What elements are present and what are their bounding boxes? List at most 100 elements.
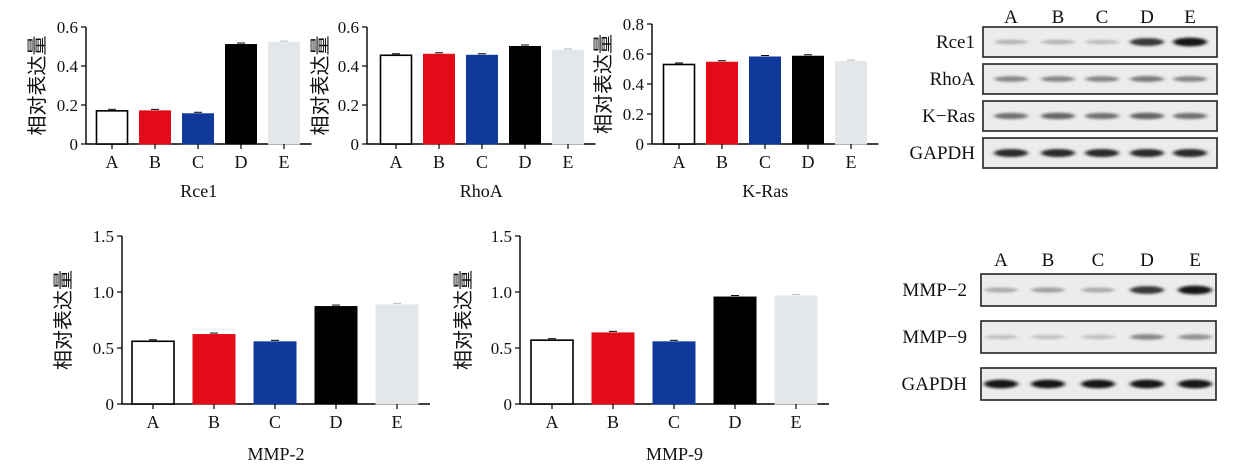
blot-band-E xyxy=(1178,379,1212,389)
blot-band-D xyxy=(1130,286,1164,294)
blot-band-B xyxy=(1031,379,1065,389)
blot-band-B xyxy=(1041,39,1075,45)
bar-E xyxy=(835,61,867,145)
blot-band-A xyxy=(994,76,1028,82)
blot-row-mmp-2: MMP−2 xyxy=(902,273,1217,307)
bar-C xyxy=(466,54,498,145)
bar-charts: 0 0.2 0.4 0.6 A B C D E Rce1 相对表达量 0 0.2 0.4 0.6 A B C D E R… xyxy=(25,15,879,464)
x-axis-label: MMP-9 xyxy=(646,444,703,464)
chart-rhoa: 0 0.2 0.4 0.6 A B C D E RhoA 相对表达量 xyxy=(308,18,596,201)
blot-band-E xyxy=(1178,334,1212,340)
y-tick-label: 0.6 xyxy=(623,45,644,64)
blot-row-rce1: Rce1 xyxy=(936,26,1218,58)
western-blots: A B C D E Rce1 RhoA K−Ras GAPDH A B C D E MMP−2 MMP−9 GA… xyxy=(902,7,1218,401)
x-tick-label: C xyxy=(192,152,204,172)
x-tick-label: A xyxy=(390,152,403,172)
blot-row-label: GAPDH xyxy=(910,143,976,164)
y-tick-label: 1.5 xyxy=(491,227,512,246)
y-tick-label: 0.2 xyxy=(623,105,644,124)
x-tick-label: E xyxy=(279,152,290,172)
bar-A xyxy=(379,54,413,145)
x-tick-label: B xyxy=(149,152,161,172)
bar-D xyxy=(792,55,824,145)
blot-band-B xyxy=(1031,287,1065,293)
x-tick-label: E xyxy=(563,152,574,172)
x-axis-label: MMP-2 xyxy=(247,444,304,464)
bar-B xyxy=(423,53,455,145)
bar-A xyxy=(131,340,175,405)
x-tick-label: E xyxy=(846,152,857,172)
y-axis-label: 相对表达量 xyxy=(451,270,475,370)
blot-panel-2: A B C D E MMP−2 MMP−9 GAPDH xyxy=(902,250,1217,401)
bar-D xyxy=(509,46,541,145)
chart-mmp-9: 0 0.5 1.0 1.5 A B C D E MMP-9 相对表达量 xyxy=(451,227,829,464)
y-tick-label: 0.6 xyxy=(57,18,78,37)
blot-band-C xyxy=(1081,287,1115,293)
bar-B xyxy=(591,332,635,405)
blot-band-A xyxy=(994,39,1028,45)
blot-band-B xyxy=(1031,334,1065,340)
y-tick-label: 0 xyxy=(70,135,79,154)
x-tick-label: E xyxy=(791,412,802,432)
lane-label: C xyxy=(1096,7,1109,28)
blot-row-label: K−Ras xyxy=(922,106,975,127)
blot-band-D xyxy=(1130,334,1164,340)
y-tick-label: 0.8 xyxy=(623,15,644,34)
x-tick-label: D xyxy=(519,152,532,172)
x-tick-label: B xyxy=(716,152,728,172)
chart-rce1: 0 0.2 0.4 0.6 A B C D E Rce1 相对表达量 xyxy=(25,18,312,201)
x-tick-label: C xyxy=(759,152,771,172)
y-tick-label: 1.5 xyxy=(93,227,114,246)
y-tick-label: 0 xyxy=(504,395,513,414)
bar-E xyxy=(774,295,818,405)
blot-band-E xyxy=(1173,112,1207,120)
blot-band-A xyxy=(984,287,1018,293)
blot-band-E xyxy=(1173,37,1207,47)
blot-band-B xyxy=(1041,76,1075,82)
x-tick-label: A xyxy=(147,412,160,432)
y-axis-label: 相对表达量 xyxy=(25,36,49,136)
blot-band-B xyxy=(1041,112,1075,120)
y-tick-label: 0.4 xyxy=(338,57,360,76)
bar-D xyxy=(314,306,358,405)
blot-band-B xyxy=(1041,148,1075,158)
blot-band-C xyxy=(1081,379,1115,389)
blot-band-A xyxy=(984,379,1018,389)
blot-band-D xyxy=(1130,76,1164,82)
x-tick-label: C xyxy=(668,412,680,432)
y-axis-label: 相对表达量 xyxy=(591,34,615,134)
blot-band-D xyxy=(1130,379,1164,389)
blot-row-gapdh: GAPDH xyxy=(910,137,1218,169)
y-tick-label: 0.2 xyxy=(57,96,78,115)
blot-band-C xyxy=(1085,39,1119,45)
blot-band-D xyxy=(1130,148,1164,158)
blot-row-label: Rce1 xyxy=(936,32,975,53)
blot-row-gapdh: GAPDH xyxy=(902,367,1217,401)
bar-B xyxy=(192,334,236,405)
blot-panel-1: A B C D E Rce1 RhoA K−Ras GAPDH xyxy=(910,7,1218,169)
lane-label: A xyxy=(1004,7,1018,28)
bar-E xyxy=(552,49,584,145)
y-tick-label: 0.2 xyxy=(338,96,359,115)
x-tick-label: A xyxy=(673,152,686,172)
y-tick-label: 1.0 xyxy=(93,283,114,302)
lane-label: A xyxy=(994,250,1008,271)
lane-label: B xyxy=(1042,250,1055,271)
y-tick-label: 0 xyxy=(106,395,115,414)
x-tick-label: D xyxy=(330,412,343,432)
x-tick-label: C xyxy=(269,412,281,432)
lane-label: C xyxy=(1092,250,1105,271)
bar-C xyxy=(182,113,214,145)
lane-label: E xyxy=(1184,7,1196,28)
lane-label: D xyxy=(1140,7,1154,28)
lane-label: B xyxy=(1052,7,1065,28)
bar-C xyxy=(652,341,696,405)
lane-label: E xyxy=(1189,250,1201,271)
blot-band-C xyxy=(1085,148,1119,158)
x-tick-label: E xyxy=(392,412,403,432)
blot-row-label: MMP−2 xyxy=(902,280,967,301)
x-tick-label: B xyxy=(607,412,619,432)
blot-row-label: GAPDH xyxy=(902,374,968,395)
x-tick-label: C xyxy=(476,152,488,172)
